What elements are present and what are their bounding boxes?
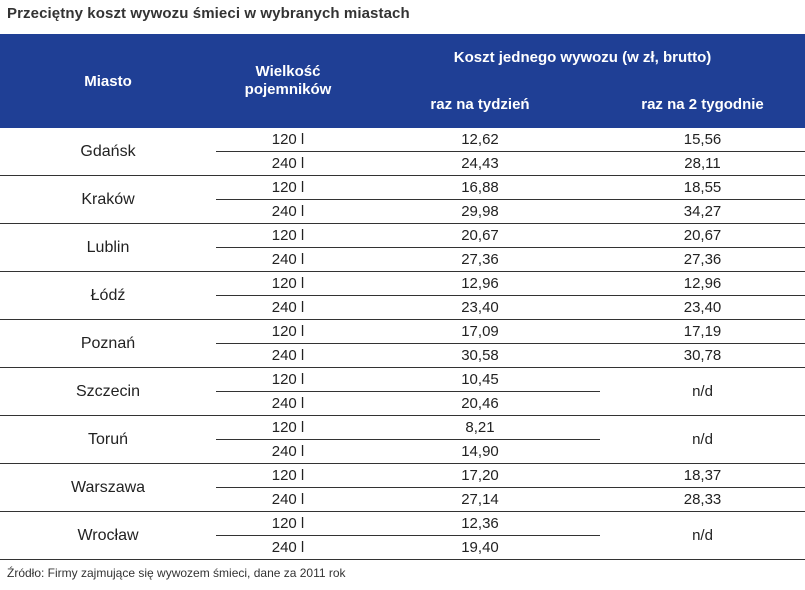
size-cell: 120 l <box>216 175 360 200</box>
table-row: Gdańsk 120 l 12,62 15,56 <box>0 128 805 176</box>
city-cell: Gdańsk <box>0 128 216 176</box>
table-body: Gdańsk 120 l 12,62 15,56 240 l 24,43 28,11 Krak… <box>0 128 805 560</box>
table-row: Łódź 120 l 12,96 12,96 <box>0 271 805 320</box>
header-city: Miasto <box>0 34 216 128</box>
biweekly-cell: 18,37 <box>600 463 805 488</box>
table-row: Szczecin 120 l 10,45 n/d <box>0 367 805 416</box>
table-row: 240 l 27,14 28,33 <box>0 487 805 512</box>
table-row: 240 l 20,46 <box>0 391 805 416</box>
weekly-cell: 17,20 <box>360 463 600 488</box>
size-cell: 240 l <box>216 391 360 416</box>
size-cell: 240 l <box>216 199 360 224</box>
biweekly-cell: 30,78 <box>600 343 805 368</box>
size-cell: 240 l <box>216 343 360 368</box>
size-cell: 120 l <box>216 415 360 440</box>
city-cell: Lublin <box>0 223 216 272</box>
size-cell: 120 l <box>216 463 360 488</box>
biweekly-cell: 28,11 <box>600 151 805 176</box>
size-cell: 240 l <box>216 487 360 512</box>
weekly-cell: 12,36 <box>360 511 600 536</box>
city-cell: Kraków <box>0 175 216 224</box>
header-cost-group: Koszt jednego wywozu (w zł, brutto) <box>360 34 805 80</box>
weekly-cell: 14,90 <box>360 439 600 464</box>
biweekly-cell: 27,36 <box>600 247 805 272</box>
city-cell: Wrocław <box>0 511 216 560</box>
table-row: 240 l 29,98 34,27 <box>0 199 805 224</box>
size-cell: 240 l <box>216 535 360 560</box>
size-cell: 240 l <box>216 439 360 464</box>
weekly-cell: 27,14 <box>360 487 600 512</box>
city-cell: Szczecin <box>0 367 216 416</box>
size-cell: 120 l <box>216 271 360 296</box>
header-biweekly: raz na 2 tygodnie <box>600 80 805 128</box>
weekly-cell: 12,96 <box>360 271 600 296</box>
city-cell: Poznań <box>0 319 216 368</box>
biweekly-cell: 15,56 <box>600 128 805 152</box>
size-cell: 240 l <box>216 151 360 176</box>
weekly-cell: 30,58 <box>360 343 600 368</box>
header-size: Wielkość pojemników <box>216 34 360 128</box>
weekly-cell: 12,62 <box>360 128 600 152</box>
table-row: 240 l 14,90 <box>0 439 805 464</box>
table-row: Poznań 120 l 17,09 17,19 <box>0 319 805 368</box>
city-cell: Warszawa <box>0 463 216 512</box>
size-cell: 120 l <box>216 223 360 248</box>
biweekly-cell: n/d <box>600 511 805 560</box>
weekly-cell: 8,21 <box>360 415 600 440</box>
table-row: Lublin 120 l 20,67 20,67 <box>0 223 805 272</box>
weekly-cell: 20,46 <box>360 391 600 416</box>
weekly-cell: 10,45 <box>360 367 600 392</box>
city-cell: Toruń <box>0 415 216 464</box>
weekly-cell: 27,36 <box>360 247 600 272</box>
table-row: 240 l 23,40 23,40 <box>0 295 805 320</box>
table-row: Toruń 120 l 8,21 n/d <box>0 415 805 464</box>
size-cell: 120 l <box>216 319 360 344</box>
table-row: 240 l 24,43 28,11 <box>0 151 805 176</box>
table-row: Warszawa 120 l 17,20 18,37 <box>0 463 805 512</box>
table-row: 240 l 19,40 <box>0 535 805 560</box>
biweekly-cell: n/d <box>600 367 805 416</box>
biweekly-cell: 28,33 <box>600 487 805 512</box>
table-row: Kraków 120 l 16,88 18,55 <box>0 175 805 224</box>
size-cell: 120 l <box>216 367 360 392</box>
weekly-cell: 23,40 <box>360 295 600 320</box>
size-cell: 240 l <box>216 295 360 320</box>
source-note: Źródło: Firmy zajmujące się wywozem śmie… <box>7 566 346 580</box>
weekly-cell: 20,67 <box>360 223 600 248</box>
biweekly-cell: 18,55 <box>600 175 805 200</box>
table-row: 240 l 30,58 30,78 <box>0 343 805 368</box>
biweekly-cell: 23,40 <box>600 295 805 320</box>
biweekly-cell: 12,96 <box>600 271 805 296</box>
weekly-cell: 24,43 <box>360 151 600 176</box>
table-title: Przeciętny koszt wywozu śmieci w wybrany… <box>7 5 410 22</box>
size-cell: 120 l <box>216 128 360 152</box>
city-cell: Łódź <box>0 271 216 320</box>
weekly-cell: 29,98 <box>360 199 600 224</box>
biweekly-cell: 20,67 <box>600 223 805 248</box>
biweekly-cell: 34,27 <box>600 199 805 224</box>
weekly-cell: 19,40 <box>360 535 600 560</box>
table-row: Wrocław 120 l 12,36 n/d <box>0 511 805 560</box>
biweekly-cell: 17,19 <box>600 319 805 344</box>
cost-table: Miasto Wielkość pojemników Koszt jednego… <box>0 34 805 560</box>
size-cell: 120 l <box>216 511 360 536</box>
header-weekly: raz na tydzień <box>360 80 600 128</box>
table-row: 240 l 27,36 27,36 <box>0 247 805 272</box>
weekly-cell: 17,09 <box>360 319 600 344</box>
size-cell: 240 l <box>216 247 360 272</box>
biweekly-cell: n/d <box>600 415 805 464</box>
weekly-cell: 16,88 <box>360 175 600 200</box>
